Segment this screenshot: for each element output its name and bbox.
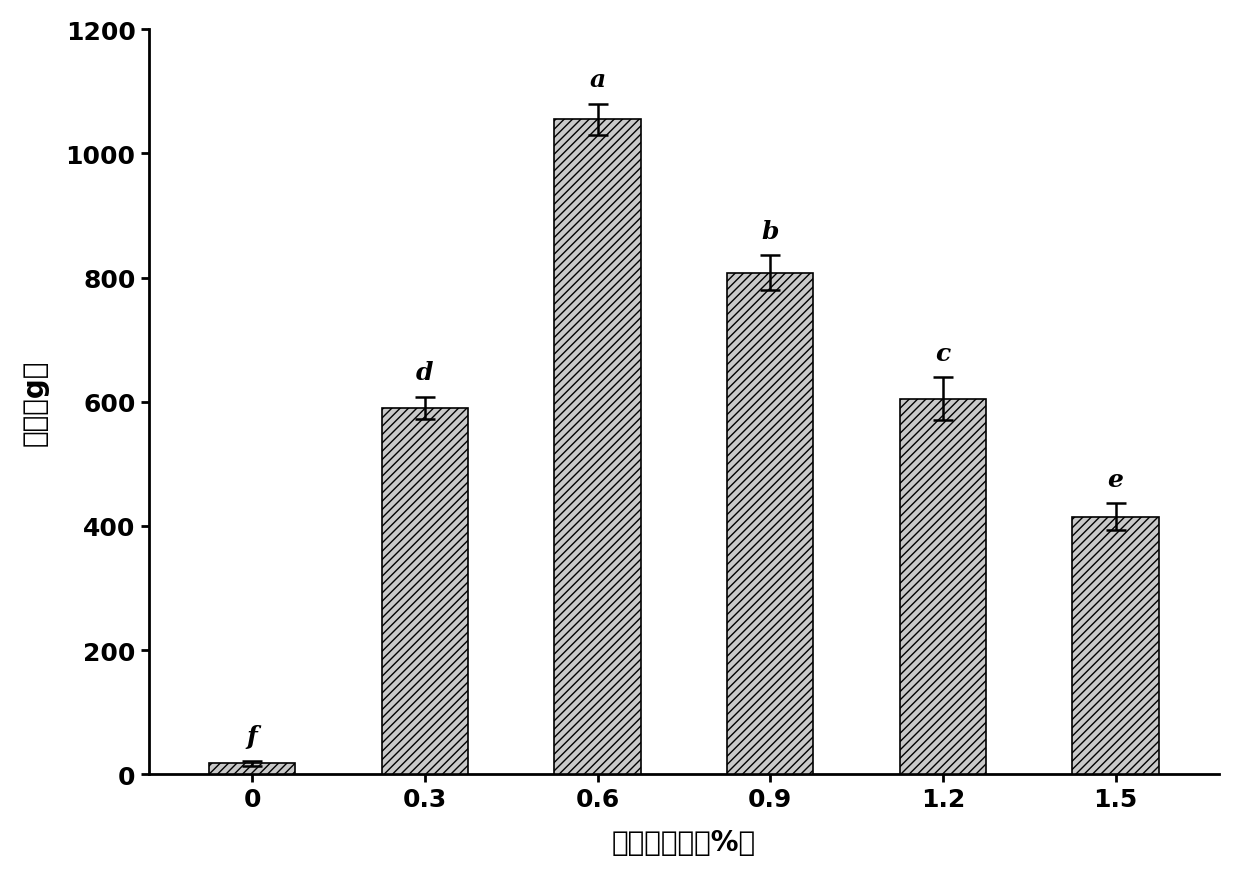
Text: a: a — [589, 68, 605, 92]
Y-axis label: 硬度（g）: 硬度（g） — [21, 360, 48, 446]
X-axis label: 柠橪酸浓度（%）: 柠橪酸浓度（%） — [611, 828, 756, 856]
Bar — [727, 274, 813, 774]
Bar — [554, 120, 641, 774]
Text: f: f — [247, 724, 258, 748]
Bar — [210, 763, 295, 774]
Text: e: e — [1107, 467, 1123, 491]
Bar — [900, 399, 986, 774]
Text: c: c — [935, 341, 951, 365]
Text: b: b — [761, 219, 779, 244]
Bar — [1073, 517, 1158, 774]
Text: d: d — [417, 361, 434, 385]
Bar — [382, 409, 469, 774]
